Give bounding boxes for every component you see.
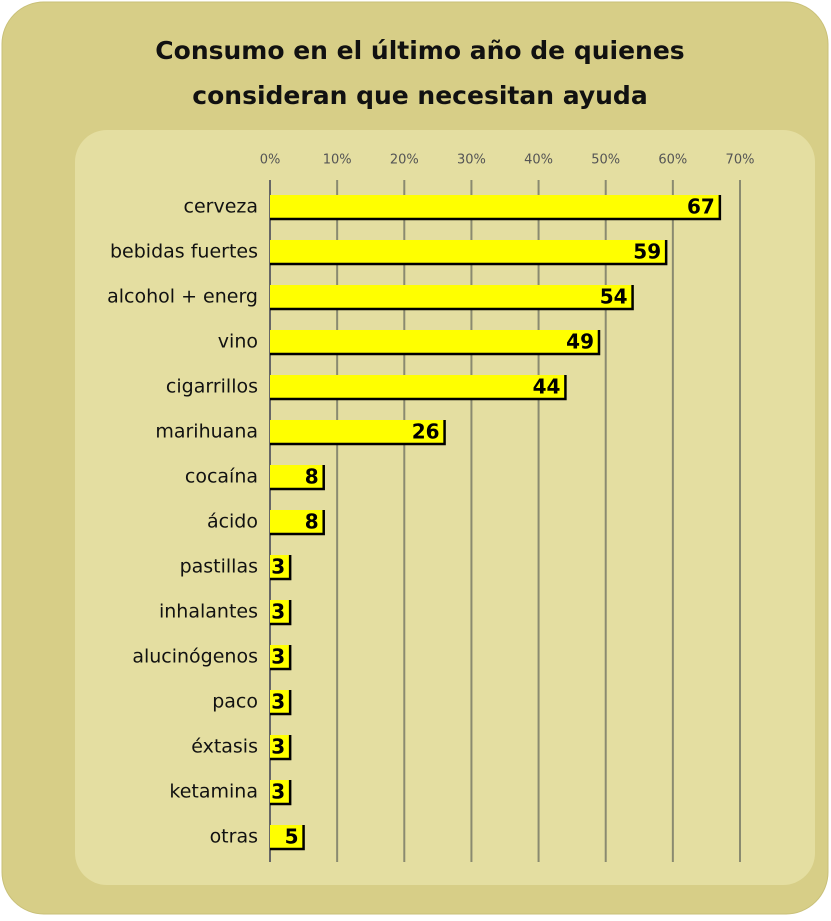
value-label: 3 (271, 690, 285, 714)
bar-edge (270, 510, 325, 536)
value-label: 44 (533, 375, 561, 399)
bar-edge (270, 465, 325, 491)
bar (270, 420, 445, 444)
bar-edge (270, 735, 292, 761)
bar (270, 555, 291, 579)
y-tick-label: otras (210, 826, 258, 848)
bar (270, 510, 324, 534)
y-tick-label: inhalantes (159, 601, 258, 623)
x-tick-label: 30% (457, 153, 486, 168)
bar (270, 465, 324, 489)
value-label: 3 (271, 780, 285, 804)
bar (270, 330, 599, 354)
inner-panel (75, 130, 815, 885)
bar-edge (270, 780, 292, 806)
x-tick-label: 40% (524, 153, 553, 168)
bar-edge (270, 195, 722, 221)
y-tick-label: paco (212, 691, 258, 713)
bar (270, 690, 291, 714)
value-label: 3 (271, 645, 285, 669)
bar-edge (270, 330, 601, 356)
value-label: 3 (271, 555, 285, 579)
value-label: 54 (600, 285, 628, 309)
y-tick-label: cigarrillos (166, 376, 258, 398)
x-tick-label: 50% (591, 153, 620, 168)
x-tick-label: 0% (260, 153, 281, 168)
y-tick-label: éxtasis (191, 736, 258, 758)
value-label: 26 (412, 420, 440, 444)
bar-edge (270, 600, 292, 626)
y-tick-label: vino (218, 331, 258, 353)
bar (270, 825, 304, 849)
y-tick-label: marihuana (155, 421, 258, 443)
bar-edge (270, 690, 292, 716)
value-label: 3 (271, 735, 285, 759)
x-tick-label: 60% (658, 153, 687, 168)
x-tick-label: 70% (726, 153, 755, 168)
y-tick-label: ácido (207, 511, 258, 533)
bar (270, 375, 566, 399)
bar-edge (270, 375, 567, 401)
value-label: 49 (566, 330, 594, 354)
bar-edge (270, 645, 292, 671)
bar (270, 600, 291, 624)
chart-title: Consumo en el último año de quienes (155, 36, 684, 65)
value-label: 67 (687, 195, 715, 219)
bar (270, 735, 291, 759)
y-tick-label: cerveza (184, 196, 259, 218)
y-tick-label: bebidas fuertes (110, 241, 258, 263)
bar (270, 780, 291, 804)
y-tick-label: pastillas (180, 556, 258, 578)
bar (270, 240, 667, 264)
bar-edge (270, 555, 292, 581)
x-tick-label: 10% (323, 153, 352, 168)
chart-title: consideran que necesitan ayuda (192, 81, 647, 110)
y-tick-label: cocaína (185, 466, 258, 488)
x-tick-label: 20% (390, 153, 419, 168)
value-label: 8 (305, 465, 319, 489)
bar-edge (270, 825, 305, 851)
value-label: 3 (271, 600, 285, 624)
bar-edge (270, 420, 446, 446)
value-label: 8 (305, 510, 319, 534)
value-label: 59 (633, 240, 661, 264)
bar (270, 285, 633, 309)
value-label: 5 (285, 825, 299, 849)
bar (270, 645, 291, 669)
y-tick-label: alucinógenos (132, 646, 258, 668)
y-tick-label: alcohol + energ (107, 286, 258, 308)
bar-edge (270, 240, 668, 266)
y-tick-label: ketamina (169, 781, 258, 803)
bar-edge (270, 285, 634, 311)
bar (270, 195, 720, 219)
